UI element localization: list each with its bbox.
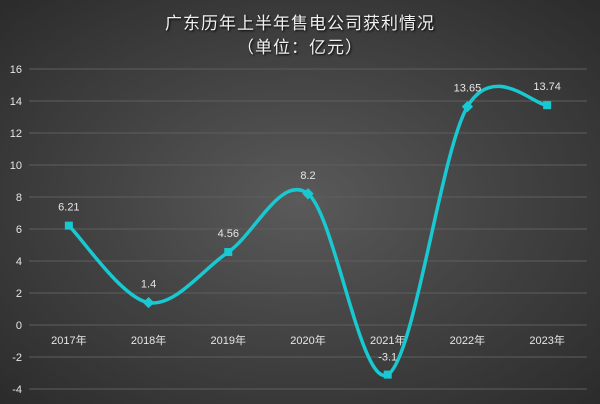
x-tick-label: 2017年 [51,333,86,347]
chart-subtitle: （单位：亿元） [237,38,363,57]
data-label: 6.21 [58,202,79,214]
series-line [67,84,548,377]
y-tick-label: 12 [10,128,22,140]
data-point [383,370,392,379]
y-tick-label: 10 [10,160,22,172]
y-tick-label: 6 [16,224,22,236]
data-point [224,248,233,257]
y-tick-label: 8 [16,192,22,204]
x-tick-label: 2019年 [211,333,246,347]
data-label: 8.2 [300,170,315,182]
data-point [142,296,155,309]
data-label: -3.1 [378,352,397,364]
data-label: 1.4 [141,279,156,291]
x-tick-label: 2022年 [450,333,485,347]
data-point [64,221,73,230]
x-tick-label: 2018年 [131,333,166,347]
y-tick-label: -2 [12,352,22,364]
y-tick-label: -4 [12,384,22,396]
y-tick-label: 14 [10,96,22,108]
y-tick-label: 0 [16,320,22,332]
data-label: 13.65 [454,83,482,95]
data-label: 4.56 [218,228,239,240]
x-tick-label: 2020年 [290,333,325,347]
chart-title: 广东历年上半年售电公司获利情况 [165,14,435,33]
data-point [302,188,314,200]
y-tick-label: 16 [10,64,22,76]
data-label: 13.74 [533,81,561,93]
y-tick-label: 4 [16,256,22,268]
y-tick-label: 2 [16,288,22,300]
data-point [543,101,552,110]
x-tick-label: 2021年 [370,333,405,347]
x-tick-label: 2023年 [529,333,564,347]
